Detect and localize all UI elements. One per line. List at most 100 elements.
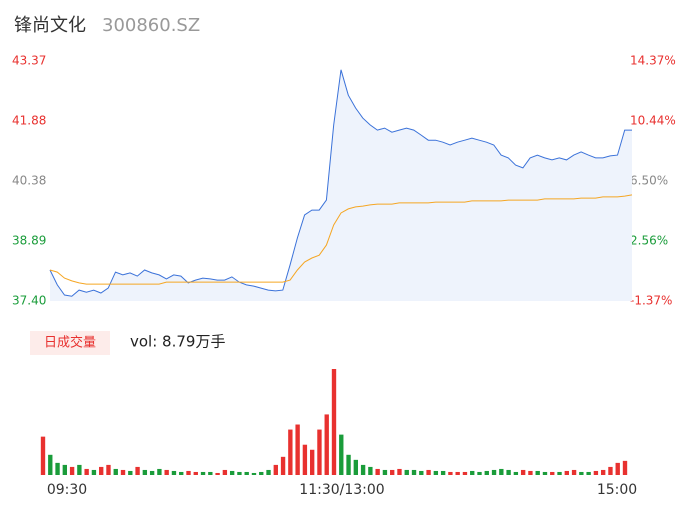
volume-bar — [440, 470, 446, 475]
volume-bar — [404, 469, 409, 475]
volume-bar — [171, 470, 177, 475]
price-area — [50, 69, 632, 301]
volume-bar — [520, 469, 526, 475]
volume-bar — [579, 471, 584, 475]
volume-bar — [237, 471, 242, 475]
volume-label: vol: 8.79万手 — [130, 333, 225, 351]
volume-bar — [382, 469, 388, 475]
volume-bar — [200, 471, 206, 475]
volume-bar — [164, 469, 169, 475]
volume-bar — [208, 471, 213, 475]
volume-bar — [477, 471, 482, 475]
volume-bar — [542, 471, 548, 475]
volume-bar — [600, 469, 606, 475]
volume-bar — [390, 469, 395, 475]
volume-bar — [120, 469, 126, 475]
volume-bar — [564, 470, 569, 475]
volume-bar — [339, 434, 344, 475]
volume-bar — [229, 470, 235, 475]
volume-bar — [288, 429, 293, 475]
volume-bar — [280, 456, 286, 475]
volume-bar — [433, 470, 439, 475]
volume-bar — [62, 464, 68, 475]
volume-bar — [149, 470, 155, 475]
y-tick-label: 38.89 — [12, 234, 46, 248]
y2-tick-label: 14.37% — [630, 54, 676, 68]
volume-bar — [368, 466, 373, 475]
volume-bar — [40, 436, 46, 475]
volume-bar — [244, 471, 249, 475]
chart-subtitle: 300860.SZ — [102, 15, 200, 36]
volume-bar — [615, 462, 620, 475]
legend-box — [30, 331, 110, 355]
y2-tick-label: -1.37% — [630, 294, 672, 308]
volume-bar — [397, 468, 402, 475]
y-tick-label: 40.38 — [12, 174, 46, 188]
volume-bar — [462, 471, 468, 475]
volume-bar — [608, 466, 613, 475]
volume-bar — [622, 460, 628, 475]
legend-label: 日成交量 — [44, 335, 96, 351]
volume-bar — [499, 468, 504, 475]
volume-bar — [535, 470, 540, 475]
volume-bar — [331, 369, 337, 475]
x-tick-label: 11:30/13:00 — [299, 482, 384, 498]
volume-bar — [157, 468, 162, 475]
volume-bar — [571, 469, 577, 475]
volume-bar — [506, 469, 511, 475]
volume-bar — [215, 472, 220, 475]
price-line — [49, 69, 632, 297]
volume-bar — [491, 469, 497, 475]
y2-tick-label: 2.56% — [630, 234, 668, 248]
volume-bar — [346, 454, 351, 475]
y2-tick-label: 10.44% — [630, 113, 676, 127]
volume-bar — [302, 444, 308, 475]
volume-bar — [142, 469, 148, 475]
volume-bar — [426, 469, 431, 475]
y-tick-label: 43.37 — [12, 54, 46, 68]
volume-bar — [360, 464, 366, 475]
volume-bar — [106, 464, 111, 475]
volume-bar — [353, 459, 359, 475]
volume-bar — [273, 464, 278, 475]
volume-bar — [484, 470, 489, 475]
volume-bar — [48, 454, 53, 475]
volume-bar — [84, 468, 89, 475]
volume-bar — [77, 464, 82, 475]
volume-bar — [513, 471, 519, 475]
volume-bar — [128, 470, 133, 475]
x-tick-label: 09:30 — [47, 482, 87, 498]
volume-bar — [179, 471, 184, 475]
volume-bar — [266, 469, 271, 475]
volume-bar — [593, 470, 599, 475]
volume-bar — [317, 429, 322, 475]
volume-bar — [324, 414, 329, 475]
volume-bar — [411, 469, 417, 475]
volume-bar — [557, 471, 562, 475]
y-tick-label: 37.40 — [12, 294, 46, 308]
volume-bar — [419, 470, 424, 475]
y2-tick-label: 6.50% — [630, 174, 668, 188]
volume-bar — [251, 472, 257, 475]
y-tick-label: 41.88 — [12, 113, 46, 127]
volume-bar — [55, 462, 60, 475]
volume-bar — [309, 449, 315, 475]
volume-bar — [222, 469, 228, 475]
volume-bar — [455, 471, 460, 475]
volume-bar — [470, 470, 475, 475]
average-line — [49, 194, 633, 285]
volume-bar — [550, 471, 555, 475]
volume-bar — [135, 466, 140, 475]
volume-bar — [295, 424, 300, 475]
volume-bar — [113, 468, 118, 475]
volume-bar — [91, 469, 97, 475]
volume-bar — [259, 471, 264, 475]
x-tick-label: 15:00 — [597, 482, 637, 498]
volume-bar — [586, 471, 591, 475]
volume-bar — [69, 466, 75, 475]
volume-bar — [99, 466, 104, 475]
volume-bar — [528, 470, 533, 475]
volume-bar — [448, 471, 453, 475]
chart-title: 锋尚文化 — [14, 15, 86, 36]
